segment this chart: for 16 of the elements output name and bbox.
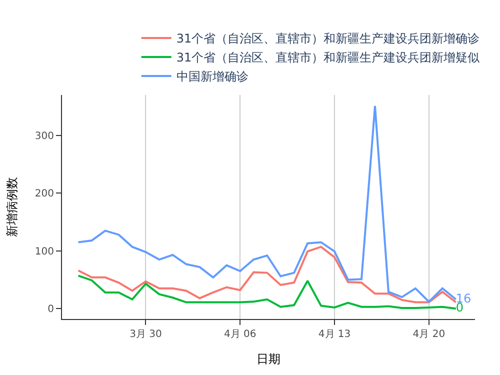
y-tick-label: 200 — [34, 188, 54, 200]
line-series — [77, 274, 457, 310]
y-tick-label: 100 — [34, 246, 54, 258]
x-tick-label: 4月 20 — [412, 329, 446, 340]
legend-label: 31个省（自治区、直辖市）和新疆生产建设兵团新增疑似 — [176, 50, 480, 65]
x-tick-label: 4月 06 — [224, 329, 256, 340]
y-tick-label: 0 — [48, 304, 54, 316]
legend-label: 中国新增确诊 — [176, 70, 248, 84]
y-axis-title: 新增病例数 — [5, 177, 20, 237]
x-axis-title: 日期 — [256, 352, 280, 366]
x-tick-label: 3月 30 — [130, 329, 162, 340]
line-series — [77, 246, 457, 304]
legend-label: 31个省（自治区、直辖市）和新疆生产建设兵团新增确诊 — [176, 32, 480, 46]
x-tick-label: 4月 13 — [318, 329, 351, 340]
y-tick-label: 300 — [34, 130, 54, 142]
line-series — [77, 104, 457, 303]
